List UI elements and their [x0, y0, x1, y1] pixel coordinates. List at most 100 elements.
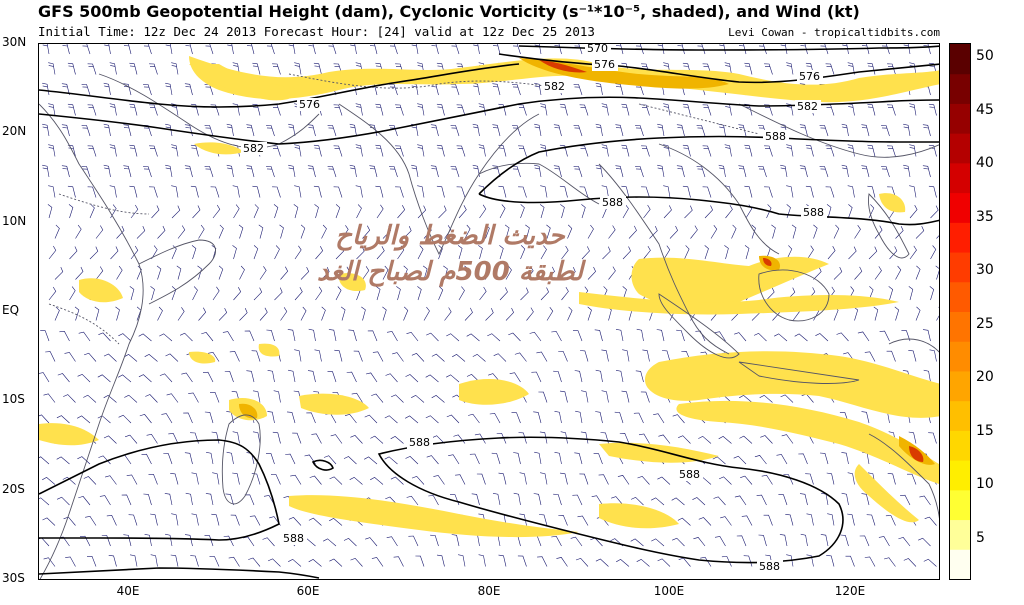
wind-barb [915, 225, 925, 239]
wind-barb [601, 144, 609, 157]
wind-barb [553, 493, 562, 506]
wind-barb [185, 44, 193, 55]
wind-barb [69, 246, 78, 260]
wind-barb [307, 124, 316, 137]
wind-barb [857, 331, 870, 342]
wind-barb [640, 391, 650, 403]
wind-barb [710, 225, 718, 239]
wind-barb [536, 351, 548, 362]
wind-barb [149, 63, 158, 75]
wind-barb [62, 476, 76, 485]
wind-barb [436, 185, 445, 198]
wind-barb [272, 186, 281, 198]
wind-barb [505, 307, 514, 321]
wind-barb [403, 306, 409, 321]
wind-barb [104, 44, 111, 55]
wind-barb [108, 555, 117, 567]
contour-label-background [757, 560, 783, 573]
wind-barb [43, 557, 56, 567]
wind-barb [469, 453, 480, 465]
wind-barb [572, 494, 583, 506]
longitude-label: 80E [477, 584, 501, 598]
wind-barb [151, 245, 158, 260]
wind-barb [657, 123, 665, 137]
wind-barb [452, 354, 466, 362]
wind-barb [658, 434, 671, 444]
wind-barb [148, 474, 158, 485]
wind-barb [382, 265, 389, 280]
wind-barb [171, 205, 181, 219]
wind-barb [847, 144, 855, 157]
wind-barb [335, 286, 342, 301]
wind-barb [587, 224, 594, 239]
wind-barb [499, 245, 504, 260]
wind-barb [450, 84, 460, 96]
wind-barb [130, 204, 139, 219]
wind-barb [815, 333, 829, 342]
wind-barb [587, 306, 592, 321]
wind-barb [183, 412, 193, 424]
wind-barb [192, 205, 201, 219]
wind-barb [259, 266, 267, 280]
wind-barb [731, 224, 737, 239]
wind-barb [868, 246, 878, 260]
wind-barb [900, 494, 911, 506]
wind-barb [724, 62, 732, 75]
wind-barb [704, 205, 713, 219]
wind-barb [438, 205, 447, 219]
wind-barb [362, 266, 370, 280]
wind-barb [232, 103, 240, 116]
wind-barb [598, 474, 609, 485]
wind-barb [129, 144, 138, 157]
wind-barb [253, 245, 259, 260]
wind-barb [116, 265, 123, 280]
wind-barb [244, 330, 255, 342]
wind-barb [262, 537, 275, 547]
contour-label-background [585, 44, 611, 55]
wind-barb [349, 164, 357, 178]
wind-barb [778, 494, 788, 506]
wind-barb [157, 225, 166, 239]
wind-barb [713, 496, 726, 506]
wind-barb [641, 186, 650, 198]
wind-barb [573, 166, 583, 178]
wind-barb [800, 533, 808, 547]
wind-barb [201, 332, 214, 342]
wind-barb [87, 63, 97, 75]
wind-barb [744, 62, 753, 75]
wind-barb [676, 329, 685, 342]
wind-barb [344, 413, 357, 424]
wind-barb [700, 556, 712, 567]
colorbar-tick-label: 40 [976, 155, 994, 171]
wind-barb [512, 125, 521, 137]
wind-barb [396, 286, 401, 301]
wind-barb [176, 265, 182, 280]
wind-barb [375, 103, 384, 116]
wind-barb [81, 125, 91, 137]
wind-barb [656, 329, 665, 342]
vorticity-peak-tropical [763, 258, 772, 266]
wind-barb [488, 373, 501, 383]
wind-barb [290, 474, 302, 485]
wind-barb [696, 125, 706, 137]
wind-barb [600, 432, 609, 444]
wind-barb [59, 330, 70, 342]
wind-barb [334, 349, 343, 362]
wind-barb [928, 185, 937, 198]
wind-barb [744, 185, 753, 198]
vorticity-band-south-1 [645, 351, 939, 418]
wind-barb [614, 411, 624, 424]
colorbar-tick-label: 50 [976, 48, 994, 64]
wind-barb [580, 431, 589, 444]
wind-barb [591, 495, 603, 506]
wind-barb [355, 144, 363, 157]
wind-barb [364, 456, 378, 465]
wind-barb [861, 493, 870, 506]
wind-barb [171, 62, 179, 75]
wind-barb [924, 516, 937, 526]
wind-barb [936, 235, 939, 239]
wind-barb [704, 245, 709, 260]
wind-barb [928, 432, 937, 444]
wind-barb [619, 432, 630, 444]
wind-barb [826, 472, 835, 485]
